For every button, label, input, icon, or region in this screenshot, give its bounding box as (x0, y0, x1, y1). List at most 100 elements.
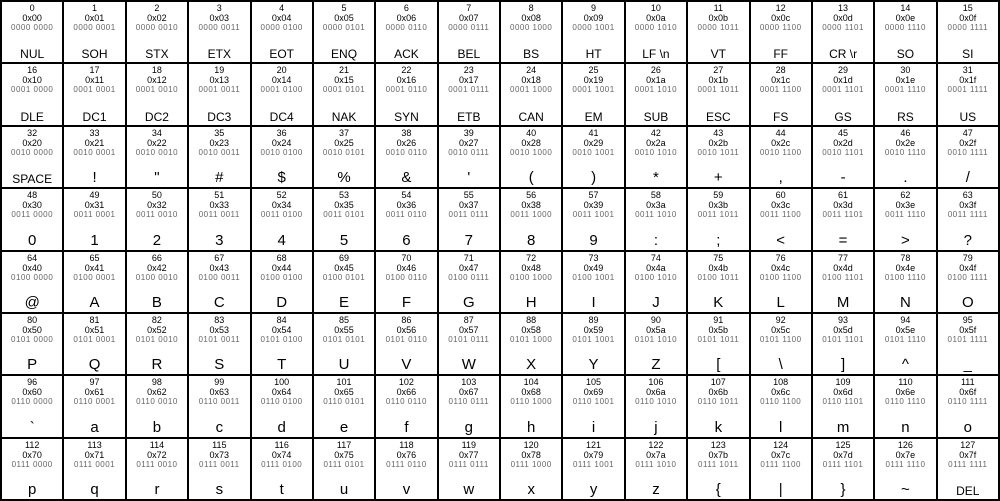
ascii-cell-glyph: Q (89, 355, 101, 372)
ascii-cell: 1030x670110 0111g (438, 375, 500, 437)
ascii-cell-hex: 0x04 (272, 14, 292, 23)
ascii-cell-hex: 0x61 (85, 388, 105, 397)
ascii-cell: 1270x7f0111 1111DEL (937, 438, 999, 500)
ascii-cell-dec: 23 (464, 66, 474, 75)
ascii-cell-glyph: _ (964, 355, 972, 372)
ascii-cell-hex: 0x2f (959, 139, 976, 148)
ascii-cell-glyph: r (154, 480, 159, 497)
ascii-cell-hex: 0x2e (896, 139, 916, 148)
ascii-cell-bin: 0100 0111 (448, 274, 489, 282)
ascii-cell-bin: 0010 1100 (760, 149, 802, 157)
ascii-cell-glyph: Y (589, 355, 599, 372)
ascii-cell-bin: 0010 0001 (73, 149, 115, 157)
ascii-cell-dec: 103 (461, 378, 476, 387)
ascii-cell-dec: 3 (217, 4, 222, 13)
ascii-cell-hex: 0x35 (334, 201, 354, 210)
ascii-cell-bin: 0011 0110 (386, 211, 427, 219)
ascii-cell-dec: 106 (648, 378, 663, 387)
ascii-cell-glyph: BS (523, 43, 539, 60)
ascii-cell-hex: 0x20 (22, 139, 42, 148)
ascii-cell-bin: 0001 0110 (386, 86, 428, 94)
ascii-cell-bin: 0011 1001 (573, 211, 615, 219)
ascii-cell: 120x0c0000 1100FF (750, 1, 812, 63)
ascii-cell: 190x130001 0011DC3 (188, 63, 250, 125)
ascii-cell-bin: 0010 1010 (635, 149, 677, 157)
ascii-cell-dec: 24 (526, 66, 536, 75)
ascii-cell-hex: 0x40 (22, 264, 42, 273)
ascii-cell-bin: 0000 1100 (760, 24, 802, 32)
ascii-cell: 1110x6f0110 1111o (937, 375, 999, 437)
ascii-cell-glyph: - (841, 168, 846, 185)
ascii-cell-glyph: FS (773, 106, 788, 123)
ascii-cell: 660x420100 0010B (126, 251, 188, 313)
ascii-cell-dec: 86 (401, 316, 411, 325)
ascii-cell-bin: 0011 0101 (323, 211, 365, 219)
ascii-cell-bin: 0010 1000 (510, 149, 552, 157)
ascii-cell-hex: 0x32 (147, 201, 167, 210)
ascii-cell-hex: 0x4b (709, 264, 729, 273)
ascii-cell: 1140x720111 0010r (126, 438, 188, 500)
ascii-cell-hex: 0x31 (85, 201, 105, 210)
ascii-cell-bin: 0110 0010 (136, 398, 178, 406)
ascii-cell: 890x590101 1001Y (562, 313, 624, 375)
ascii-cell-hex: 0x06 (397, 14, 417, 23)
ascii-cell-glyph: ESC (706, 106, 731, 123)
ascii-cell-dec: 43 (713, 129, 723, 138)
ascii-cell: 940x5e0101 1110^ (874, 313, 936, 375)
ascii-cell: 1050x690110 1001i (562, 375, 624, 437)
ascii-cell-glyph: DC4 (270, 106, 294, 123)
ascii-cell-dec: 80 (27, 316, 37, 325)
ascii-cell: 1160x740111 0100t (251, 438, 313, 500)
ascii-cell-glyph: d (278, 418, 286, 435)
ascii-cell: 210x150001 0101NAK (313, 63, 375, 125)
ascii-cell: 800x500101 0000P (1, 313, 63, 375)
ascii-cell-hex: 0x05 (334, 14, 354, 23)
ascii-cell-dec: 94 (900, 316, 910, 325)
ascii-cell-glyph: E (339, 293, 349, 310)
ascii-cell-dec: 124 (773, 441, 788, 450)
ascii-cell-glyph: SPACE (12, 168, 52, 185)
ascii-cell-hex: 0x4a (646, 264, 666, 273)
ascii-cell-hex: 0x6c (771, 388, 790, 397)
ascii-cell-bin: 0110 0100 (261, 398, 303, 406)
ascii-cell-dec: 97 (90, 378, 100, 387)
ascii-cell: 1120x700111 0000p (1, 438, 63, 500)
ascii-cell: 90x090000 1001HT (562, 1, 624, 63)
ascii-cell: 30x030000 0011ETX (188, 1, 250, 63)
ascii-cell-glyph: \ (779, 355, 783, 372)
ascii-cell-bin: 0110 0111 (449, 398, 490, 406)
ascii-cell-glyph: LF \n (642, 43, 669, 60)
ascii-cell-glyph: ENQ (331, 43, 357, 60)
ascii-cell: 930x5d0101 1101] (812, 313, 874, 375)
ascii-cell-glyph: DLE (21, 106, 44, 123)
ascii-cell-dec: 36 (277, 129, 287, 138)
ascii-cell-hex: 0x3e (896, 201, 916, 210)
ascii-cell-dec: 93 (838, 316, 848, 325)
ascii-cell-hex: 0x08 (521, 14, 541, 23)
ascii-cell-dec: 91 (713, 316, 723, 325)
ascii-cell: 510x330011 00113 (188, 188, 250, 250)
ascii-cell-glyph: s (216, 480, 224, 497)
ascii-cell-hex: 0x7f (959, 451, 976, 460)
ascii-cell: 360x240010 0100$ (251, 126, 313, 188)
ascii-cell-dec: 66 (152, 254, 162, 263)
ascii-cell-hex: 0x0e (896, 14, 916, 23)
ascii-cell-glyph: " (154, 168, 159, 185)
ascii-cell-hex: 0x43 (210, 264, 230, 273)
ascii-cell-hex: 0x27 (459, 139, 479, 148)
ascii-cell-dec: 118 (399, 441, 413, 450)
ascii-cell-bin: 0101 0010 (136, 336, 178, 344)
ascii-cell: 970x610110 0001a (63, 375, 125, 437)
ascii-cell-glyph: U (339, 355, 350, 372)
ascii-cell-bin: 0101 0100 (261, 336, 303, 344)
ascii-cell-dec: 111 (961, 378, 975, 387)
ascii-cell-dec: 126 (898, 441, 913, 450)
ascii-cell-dec: 60 (776, 191, 786, 200)
ascii-cell-dec: 2 (154, 4, 159, 13)
ascii-cell-glyph: : (654, 231, 658, 248)
ascii-cell-hex: 0x6e (896, 388, 916, 397)
ascii-cell-bin: 0111 0101 (323, 461, 364, 469)
ascii-cell-hex: 0x0b (709, 14, 729, 23)
ascii-cell-glyph: a (90, 418, 98, 435)
ascii-cell: 130x0d0000 1101CR \r (812, 1, 874, 63)
